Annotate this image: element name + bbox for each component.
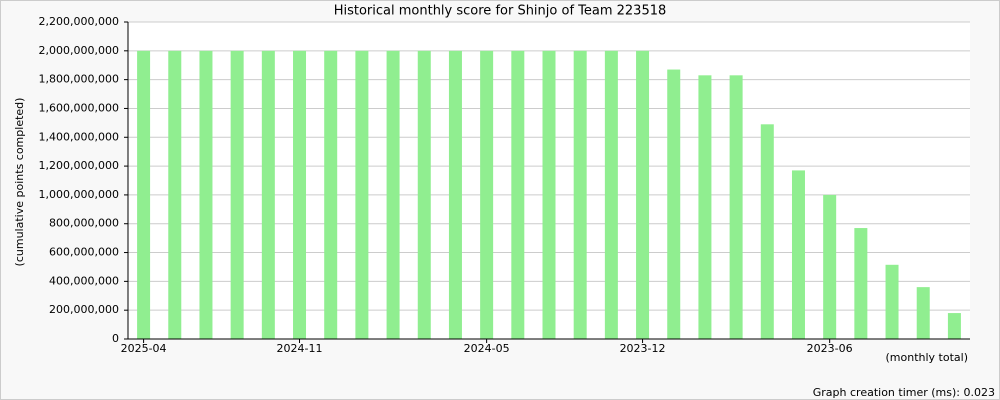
y-tick-label: 1,000,000,000 (39, 188, 119, 201)
y-axis-title: (cumulative points completed) (13, 98, 26, 267)
y-tick-label: 200,000,000 (49, 303, 119, 316)
y-tick-label: 1,800,000,000 (39, 73, 119, 86)
bar (947, 313, 961, 339)
x-tick-label: 2024-11 (277, 342, 323, 355)
bar (355, 50, 369, 340)
bar (448, 50, 462, 340)
bar (636, 50, 650, 340)
bar (791, 170, 805, 339)
bar (293, 50, 307, 340)
bar (698, 75, 712, 340)
y-tick-label: 0 (112, 332, 119, 345)
y-tick-label: 1,400,000,000 (39, 130, 119, 143)
bar (230, 50, 244, 340)
bar (168, 50, 182, 340)
bar (417, 50, 431, 340)
x-tick-label: 2025-04 (121, 342, 167, 355)
bar (386, 50, 400, 340)
bar (604, 50, 618, 340)
x-tick-label: 2023-06 (807, 342, 853, 355)
x-tick-label: 2023-12 (620, 342, 666, 355)
bar (511, 50, 525, 340)
bar (760, 124, 774, 340)
bar (573, 50, 587, 340)
x-axis-title: (monthly total) (886, 351, 969, 364)
y-tick-label: 2,200,000,000 (39, 15, 119, 28)
bar (324, 50, 338, 340)
bar (823, 194, 837, 339)
bar (199, 50, 213, 340)
bar (854, 228, 868, 339)
bar (667, 69, 681, 340)
bar (729, 75, 743, 340)
y-tick-label: 1,200,000,000 (39, 159, 119, 172)
y-tick-label: 1,600,000,000 (39, 101, 119, 114)
y-tick-label: 400,000,000 (49, 274, 119, 287)
bar (261, 50, 275, 340)
footer: Graph creation timer (ms): 0.023 (813, 386, 995, 399)
y-tick-label: 800,000,000 (49, 217, 119, 230)
chart-title: Historical monthly score for Shinjo of T… (334, 4, 667, 19)
y-tick-label: 2,000,000,000 (39, 44, 119, 57)
bar (137, 50, 151, 340)
x-tick-label: 2024-05 (464, 342, 510, 355)
bar (885, 264, 899, 339)
bar (542, 50, 556, 340)
bar (480, 50, 494, 340)
bar (916, 287, 930, 339)
y-tick-label: 600,000,000 (49, 246, 119, 259)
